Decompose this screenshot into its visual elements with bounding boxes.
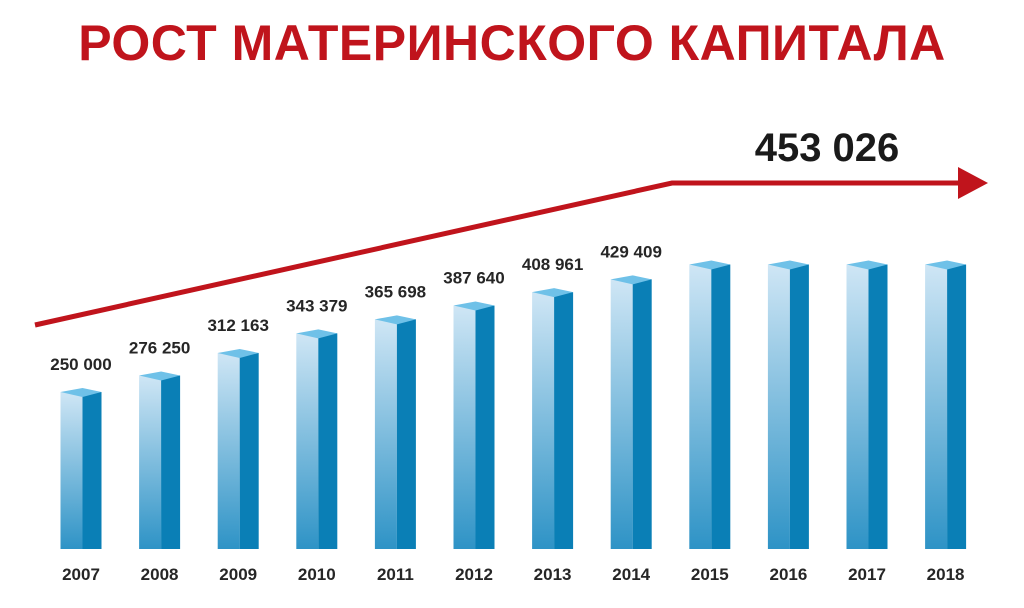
bar-top-2009 bbox=[217, 348, 259, 358]
data-label-2009: 312 163 bbox=[207, 316, 268, 335]
bar-2018: 2018 bbox=[925, 260, 967, 584]
data-label-2008: 276 250 bbox=[129, 339, 190, 358]
x-tick-label-2010: 2010 bbox=[298, 565, 336, 584]
chart-title: РОСТ МАТЕРИНСКОГО КАПИТАЛА bbox=[78, 15, 946, 71]
bar-2016: 2016 bbox=[767, 260, 809, 584]
x-tick-label-2008: 2008 bbox=[141, 565, 179, 584]
bar-side-2013 bbox=[554, 292, 574, 549]
bar-front-2009 bbox=[217, 352, 240, 549]
bar-front-2016 bbox=[767, 264, 790, 549]
data-label-2007: 250 000 bbox=[50, 355, 111, 374]
data-label-2012: 387 640 bbox=[443, 269, 504, 288]
trend-arrow-head bbox=[958, 167, 988, 199]
bar-front-2007 bbox=[60, 392, 83, 549]
bar-side-2010 bbox=[318, 333, 338, 549]
bar-side-2012 bbox=[475, 305, 495, 549]
bar-side-2011 bbox=[396, 319, 416, 549]
bar-top-2014 bbox=[610, 275, 652, 285]
bar-series: 250 000 2007 276 250 2008 312 163 2009 343 379… bbox=[50, 242, 967, 584]
bar-side-2014 bbox=[632, 279, 652, 549]
x-tick-label-2015: 2015 bbox=[691, 565, 729, 584]
bar-front-2008 bbox=[139, 375, 162, 549]
bar-top-2011 bbox=[374, 315, 416, 325]
bar-front-2017 bbox=[846, 264, 869, 549]
bar-side-2007 bbox=[82, 392, 102, 549]
bar-front-2013 bbox=[532, 292, 555, 549]
bar-2007: 250 000 2007 bbox=[50, 355, 111, 584]
x-tick-label-2012: 2012 bbox=[455, 565, 493, 584]
current-value-annotation: 453 026 bbox=[754, 126, 900, 170]
x-tick-label-2007: 2007 bbox=[62, 565, 100, 584]
x-tick-label-2013: 2013 bbox=[534, 565, 572, 584]
bar-side-2015 bbox=[711, 264, 731, 549]
bar-side-2018 bbox=[947, 264, 967, 549]
bar-2009: 312 163 2009 bbox=[207, 316, 268, 584]
bar-top-2015 bbox=[689, 260, 731, 270]
x-tick-label-2009: 2009 bbox=[219, 565, 257, 584]
bar-2015: 2015 bbox=[689, 260, 731, 584]
bar-front-2011 bbox=[374, 319, 397, 549]
bar-top-2016 bbox=[767, 260, 809, 270]
data-label-2013: 408 961 bbox=[522, 255, 583, 274]
bar-2017: 2017 bbox=[846, 260, 888, 584]
trend-arrow-line bbox=[34, 180, 962, 328]
bar-2013: 408 961 2013 bbox=[522, 255, 583, 584]
bar-side-2016 bbox=[789, 264, 809, 549]
bar-front-2014 bbox=[610, 279, 633, 549]
bar-top-2017 bbox=[846, 260, 888, 270]
bar-2014: 429 409 2014 bbox=[600, 242, 661, 584]
x-tick-label-2014: 2014 bbox=[612, 565, 650, 584]
bar-top-2010 bbox=[296, 329, 338, 339]
trend-arrow bbox=[34, 167, 988, 328]
bar-2010: 343 379 2010 bbox=[286, 296, 347, 584]
bar-top-2018 bbox=[925, 260, 967, 270]
bar-front-2018 bbox=[925, 264, 948, 549]
data-label-2011: 365 698 bbox=[365, 282, 426, 301]
x-tick-label-2011: 2011 bbox=[377, 565, 414, 584]
bar-top-2013 bbox=[532, 288, 574, 298]
x-tick-label-2018: 2018 bbox=[927, 565, 965, 584]
x-tick-label-2017: 2017 bbox=[848, 565, 886, 584]
data-label-2014: 429 409 bbox=[600, 242, 661, 261]
bar-2012: 387 640 2012 bbox=[443, 269, 504, 584]
bar-front-2012 bbox=[453, 305, 476, 549]
bar-side-2017 bbox=[868, 264, 888, 549]
bar-top-2008 bbox=[139, 371, 181, 381]
bar-2008: 276 250 2008 bbox=[129, 339, 190, 584]
bar-top-2007 bbox=[60, 388, 102, 397]
bar-side-2009 bbox=[239, 352, 259, 549]
bar-top-2012 bbox=[453, 301, 495, 311]
data-label-2010: 343 379 bbox=[286, 296, 347, 315]
bar-front-2015 bbox=[689, 264, 712, 549]
bar-side-2008 bbox=[161, 375, 181, 549]
bar-front-2010 bbox=[296, 333, 319, 549]
bar-2011: 365 698 2011 bbox=[365, 282, 426, 584]
x-tick-label-2016: 2016 bbox=[769, 565, 807, 584]
